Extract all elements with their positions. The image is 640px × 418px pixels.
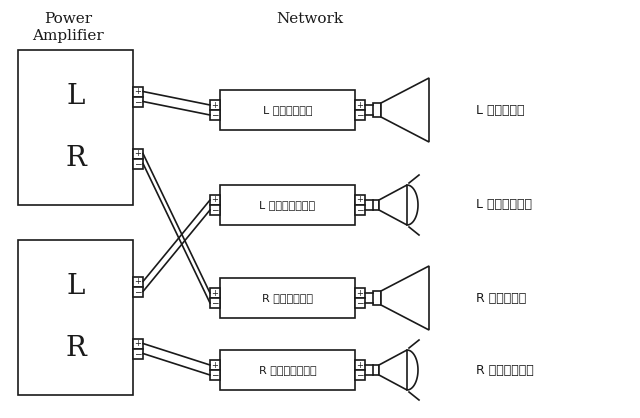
Polygon shape xyxy=(381,266,429,330)
Text: +: + xyxy=(212,288,218,298)
Text: +: + xyxy=(134,149,141,158)
Bar xyxy=(133,87,143,97)
Text: +: + xyxy=(356,288,364,298)
Bar xyxy=(355,195,365,205)
Text: +: + xyxy=(134,339,141,348)
Text: R トゥイーター用: R トゥイーター用 xyxy=(259,365,316,375)
Polygon shape xyxy=(379,350,407,390)
Text: L: L xyxy=(67,273,84,300)
Text: +: + xyxy=(134,87,141,96)
Text: −: − xyxy=(134,349,141,358)
Bar xyxy=(210,195,220,205)
Bar xyxy=(133,97,143,107)
Bar xyxy=(355,370,365,380)
Text: −: − xyxy=(134,97,141,106)
Bar xyxy=(355,288,365,298)
Text: L ウーファー用: L ウーファー用 xyxy=(263,105,312,115)
Bar xyxy=(355,100,365,110)
Bar xyxy=(220,90,355,130)
Text: −: − xyxy=(134,287,141,296)
Polygon shape xyxy=(379,185,407,225)
Bar xyxy=(133,349,143,359)
Bar xyxy=(210,100,220,110)
Bar xyxy=(220,350,355,390)
Text: +: + xyxy=(356,196,364,204)
Bar xyxy=(133,148,143,158)
Bar xyxy=(18,50,133,205)
Bar xyxy=(210,205,220,215)
Text: R ウーファー用: R ウーファー用 xyxy=(262,293,313,303)
Bar xyxy=(355,110,365,120)
Text: −: − xyxy=(356,370,364,380)
Bar xyxy=(373,103,381,117)
Bar xyxy=(373,365,379,375)
Polygon shape xyxy=(381,78,429,142)
Bar xyxy=(220,185,355,225)
Bar xyxy=(210,360,220,370)
Bar xyxy=(355,360,365,370)
Text: L トゥイーター: L トゥイーター xyxy=(476,199,532,212)
Text: −: − xyxy=(356,206,364,214)
Text: Network: Network xyxy=(276,12,344,26)
Bar xyxy=(210,288,220,298)
Text: R: R xyxy=(65,145,86,172)
Text: L ウーファー: L ウーファー xyxy=(476,104,525,117)
Text: −: − xyxy=(211,206,219,214)
Bar xyxy=(220,278,355,318)
Bar xyxy=(355,298,365,308)
Bar xyxy=(355,205,365,215)
Text: +: + xyxy=(134,277,141,286)
Text: R ウーファー: R ウーファー xyxy=(476,291,526,304)
Text: +: + xyxy=(212,100,218,110)
Text: R トゥイーター: R トゥイーター xyxy=(476,364,534,377)
Text: +: + xyxy=(212,360,218,370)
Text: +: + xyxy=(356,100,364,110)
Text: −: − xyxy=(134,159,141,168)
Text: −: − xyxy=(211,298,219,308)
Text: +: + xyxy=(356,360,364,370)
Bar xyxy=(133,339,143,349)
Bar xyxy=(373,200,379,210)
Bar xyxy=(210,110,220,120)
Text: −: − xyxy=(211,370,219,380)
Text: +: + xyxy=(212,196,218,204)
Text: −: − xyxy=(356,298,364,308)
Text: L トゥイーター用: L トゥイーター用 xyxy=(259,200,316,210)
Text: −: − xyxy=(211,110,219,120)
Bar xyxy=(210,298,220,308)
Text: −: − xyxy=(356,110,364,120)
Bar xyxy=(133,286,143,296)
Text: Power
Amplifier: Power Amplifier xyxy=(32,12,104,43)
Text: L: L xyxy=(67,83,84,110)
Bar xyxy=(210,370,220,380)
Text: R: R xyxy=(65,335,86,362)
Bar xyxy=(133,158,143,168)
Bar xyxy=(18,240,133,395)
Bar xyxy=(373,291,381,305)
Bar xyxy=(133,276,143,286)
